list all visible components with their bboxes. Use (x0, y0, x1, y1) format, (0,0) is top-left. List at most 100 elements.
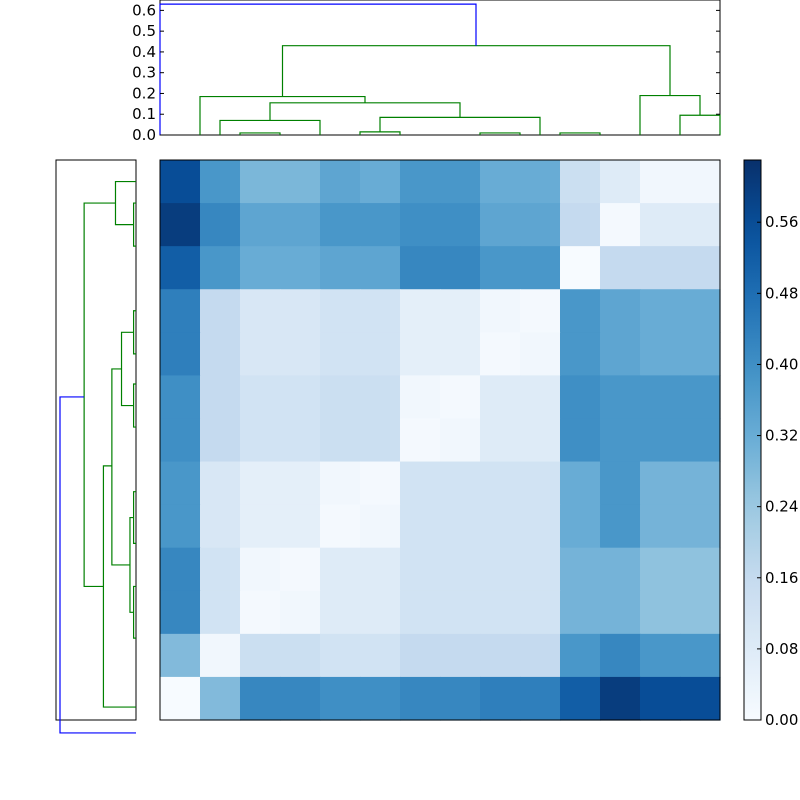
heatmap (159, 159, 721, 721)
heatmap-cell (600, 246, 641, 290)
heatmap-cell (160, 289, 201, 333)
heatmap-cell (280, 332, 321, 376)
dendrogram-link (359, 131, 401, 135)
heatmap-cell (600, 547, 641, 592)
heatmap-cell (520, 590, 561, 635)
heatmap-cell (440, 246, 481, 290)
dendrogram-link (114, 180, 136, 226)
heatmap-cell (480, 332, 521, 376)
heatmap-cell (520, 332, 561, 376)
dendrogram-link (111, 368, 130, 566)
heatmap-cell (640, 547, 681, 592)
top-dendrogram-tick-label: 0.5 (132, 22, 156, 40)
heatmap-cell (240, 246, 281, 290)
heatmap-cell (480, 676, 521, 721)
heatmap-cell (360, 375, 401, 420)
heatmap-cell (360, 676, 401, 721)
heatmap-cell (560, 246, 601, 290)
heatmap-cell (520, 246, 561, 290)
heatmap-cell (160, 633, 201, 678)
heatmap-cell (280, 633, 321, 678)
heatmap-cell (320, 289, 361, 333)
dendrogram-link (83, 202, 116, 588)
heatmap-cell (520, 461, 561, 506)
colorbar-tick-label: 0.00 (765, 711, 798, 729)
heatmap-cell (400, 590, 441, 635)
heatmap-cell (360, 633, 401, 678)
heatmap-cell (440, 418, 481, 463)
heatmap-cell (560, 332, 601, 376)
heatmap-cell (200, 289, 241, 333)
colorbar-tick-label: 0.56 (765, 213, 798, 231)
heatmap-cell (320, 160, 361, 204)
heatmap-cell (560, 590, 601, 635)
heatmap-cell (400, 633, 441, 678)
heatmap-cell (640, 332, 681, 376)
heatmap-cell (160, 504, 201, 549)
heatmap-cell (560, 375, 601, 420)
heatmap-cell (240, 676, 281, 721)
heatmap-cell (480, 160, 521, 204)
heatmap-cell (240, 547, 281, 592)
heatmap-cell (320, 676, 361, 721)
colorbar-tick-label: 0.32 (765, 427, 798, 445)
heatmap-cell (240, 203, 281, 247)
heatmap-cell (520, 633, 561, 678)
heatmap-cell (600, 676, 641, 721)
heatmap-cell (280, 246, 321, 290)
heatmap-cell (280, 504, 321, 549)
heatmap-cell (280, 547, 321, 592)
heatmap-cell (680, 246, 721, 290)
heatmap-cell (440, 332, 481, 376)
heatmap-cell (200, 418, 241, 463)
heatmap-cell (320, 461, 361, 506)
top-dendrogram-frame (159, 0, 721, 136)
heatmap-cell (320, 246, 361, 290)
heatmap-cell (680, 289, 721, 333)
heatmap-cell (320, 375, 361, 420)
heatmap-cell (600, 504, 641, 549)
dendrogram-link (102, 465, 136, 708)
heatmap-cell (680, 590, 721, 635)
heatmap-cell (520, 375, 561, 420)
heatmap-cell (520, 418, 561, 463)
heatmap-cell (440, 504, 481, 549)
heatmap-cell (280, 676, 321, 721)
heatmap-cell (240, 504, 281, 549)
heatmap-cell (240, 418, 281, 463)
top-dendrogram-tick-label: 0.2 (132, 84, 156, 102)
heatmap-cell (320, 633, 361, 678)
heatmap-cell (400, 547, 441, 592)
heatmap-cell (200, 590, 241, 635)
colorbar-tick-label: 0.48 (765, 284, 798, 302)
heatmap-cell (480, 633, 521, 678)
heatmap-cell (440, 160, 481, 204)
heatmap-cell (360, 289, 401, 333)
dendrogram-link (679, 114, 721, 135)
dendrogram-link (269, 102, 461, 121)
heatmap-cell (440, 633, 481, 678)
heatmap-cell (680, 375, 721, 420)
heatmap-cell (160, 203, 201, 247)
heatmap-cell (160, 676, 201, 721)
heatmap-cell (680, 418, 721, 463)
heatmap-cell (160, 160, 201, 204)
heatmap-cell (360, 332, 401, 376)
heatmap-cell (480, 246, 521, 290)
heatmap-cell (320, 504, 361, 549)
heatmap-cell (160, 246, 201, 290)
colorbar-tick-label: 0.08 (765, 640, 798, 658)
heatmap-cell (600, 160, 641, 204)
heatmap-cell (480, 418, 521, 463)
heatmap-cell (600, 375, 641, 420)
heatmap-cell (600, 461, 641, 506)
heatmap-cell (400, 461, 441, 506)
heatmap-cell (560, 160, 601, 204)
heatmap-cell (520, 504, 561, 549)
heatmap-cell (440, 676, 481, 721)
heatmap-cell (680, 547, 721, 592)
heatmap-cell (600, 633, 641, 678)
heatmap-cell (680, 332, 721, 376)
heatmap-cell (560, 418, 601, 463)
